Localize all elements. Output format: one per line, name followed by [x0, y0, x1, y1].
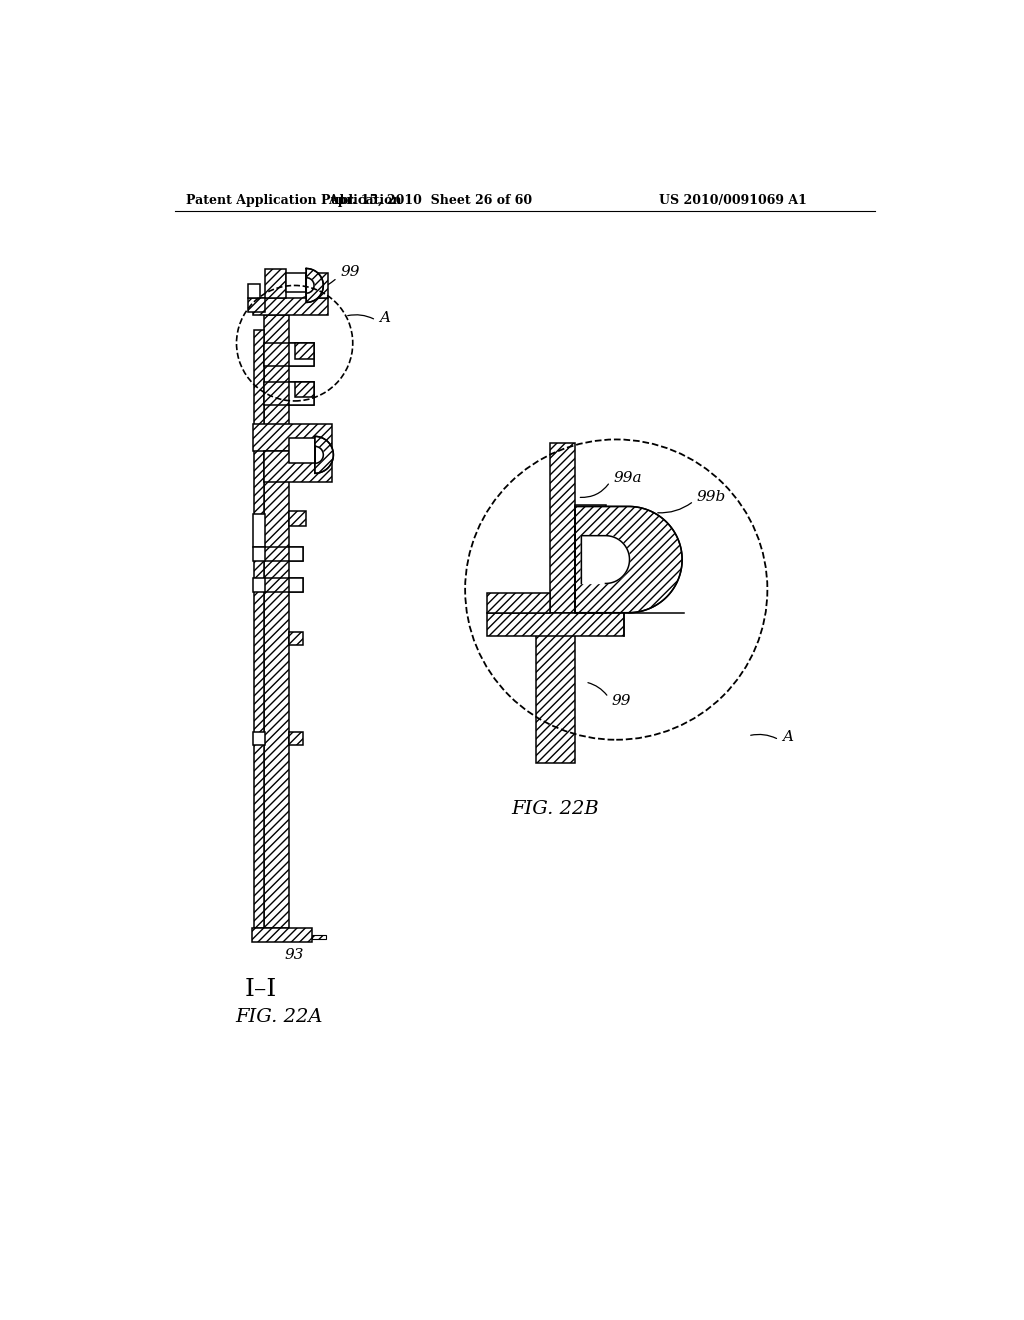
Polygon shape: [314, 437, 334, 474]
Bar: [265, 268, 286, 298]
Bar: [537, 612, 575, 763]
Bar: [312, 935, 327, 940]
Polygon shape: [306, 277, 314, 293]
Polygon shape: [306, 268, 324, 302]
Bar: [253, 733, 265, 744]
Polygon shape: [314, 446, 324, 463]
Text: A: A: [379, 310, 390, 325]
Polygon shape: [575, 507, 682, 612]
Bar: [289, 381, 314, 405]
Text: I–I: I–I: [245, 978, 276, 1002]
Text: FIG. 22A: FIG. 22A: [234, 1008, 323, 1026]
Bar: [289, 578, 303, 591]
Text: A: A: [782, 730, 794, 744]
Bar: [263, 548, 303, 561]
Bar: [263, 314, 289, 928]
Bar: [253, 548, 265, 561]
Bar: [289, 343, 314, 367]
Bar: [575, 612, 624, 636]
Bar: [252, 928, 312, 942]
Bar: [289, 632, 303, 645]
Bar: [289, 548, 303, 561]
Bar: [248, 284, 260, 298]
Text: FIG. 22B: FIG. 22B: [512, 800, 599, 818]
Bar: [306, 273, 328, 298]
Bar: [253, 513, 265, 548]
Text: 99: 99: [611, 694, 631, 709]
Bar: [263, 578, 303, 591]
Bar: [253, 424, 332, 451]
Bar: [254, 330, 263, 928]
Bar: [253, 298, 328, 314]
Bar: [263, 381, 314, 405]
Bar: [289, 511, 306, 527]
Text: 99: 99: [340, 265, 359, 280]
Bar: [263, 451, 332, 482]
Bar: [289, 733, 303, 744]
Bar: [263, 343, 314, 367]
Text: 99b: 99b: [697, 490, 726, 504]
Text: Patent Application Publication: Patent Application Publication: [186, 194, 401, 207]
Bar: [248, 298, 265, 312]
Bar: [253, 578, 265, 591]
Bar: [486, 612, 624, 636]
Text: 99a: 99a: [613, 471, 642, 484]
Bar: [295, 381, 314, 397]
Polygon shape: [582, 536, 630, 583]
Text: 93: 93: [285, 948, 304, 962]
Bar: [486, 594, 550, 612]
Bar: [575, 506, 606, 612]
Text: Apr. 15, 2010  Sheet 26 of 60: Apr. 15, 2010 Sheet 26 of 60: [328, 194, 532, 207]
Bar: [550, 444, 575, 612]
Text: US 2010/0091069 A1: US 2010/0091069 A1: [658, 194, 807, 207]
Bar: [289, 438, 314, 462]
Bar: [295, 343, 314, 359]
Bar: [286, 273, 306, 292]
